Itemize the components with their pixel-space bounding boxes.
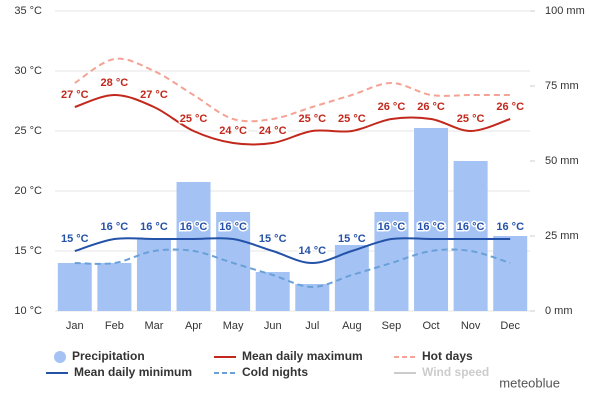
data-label: 16 °C bbox=[417, 221, 445, 233]
data-label: 15 °C bbox=[338, 233, 366, 245]
y2-tick-label: 25 mm bbox=[545, 230, 579, 242]
x-tick-label: Jun bbox=[264, 320, 282, 332]
legend-label: Precipitation bbox=[72, 349, 145, 363]
x-tick-label: Oct bbox=[422, 320, 439, 332]
y2-tick-label: 50 mm bbox=[545, 155, 579, 167]
temperature-line bbox=[74, 237, 511, 265]
legend-label: Mean daily minimum bbox=[74, 365, 192, 379]
data-label: 26 °C bbox=[378, 101, 406, 113]
data-label: 15 °C bbox=[259, 233, 287, 245]
y2-tick-label: 75 mm bbox=[545, 80, 579, 92]
precipitation-bar bbox=[57, 263, 92, 311]
x-tick-label: Feb bbox=[105, 320, 124, 332]
y-tick-label: 15 °C bbox=[14, 245, 42, 257]
data-label: 16 °C bbox=[378, 221, 406, 233]
data-label: 24 °C bbox=[219, 125, 247, 137]
legend-label: Hot days bbox=[422, 349, 473, 363]
legend-label: Mean daily maximum bbox=[242, 349, 363, 363]
data-label: 16 °C bbox=[219, 221, 247, 233]
data-label: 16 °C bbox=[496, 221, 524, 233]
data-label: 26 °C bbox=[496, 101, 524, 113]
legend-label: Cold nights bbox=[242, 365, 308, 379]
x-tick-label: Nov bbox=[461, 320, 481, 332]
legend-label: Wind speed bbox=[422, 365, 489, 379]
x-tick-label: Apr bbox=[185, 320, 202, 332]
precipitation-bar bbox=[216, 212, 251, 311]
temperature-line bbox=[74, 57, 511, 123]
precipitation-bar bbox=[493, 236, 528, 311]
data-label: 27 °C bbox=[61, 89, 89, 101]
data-label: 15 °C bbox=[61, 233, 89, 245]
x-tick-label: May bbox=[223, 320, 244, 332]
data-label: 28 °C bbox=[101, 77, 129, 89]
x-tick-label: Mar bbox=[144, 320, 163, 332]
data-label: 14 °C bbox=[298, 245, 326, 257]
x-tick-label: Jan bbox=[66, 320, 84, 332]
data-label: 16 °C bbox=[180, 221, 208, 233]
precipitation-bar bbox=[374, 212, 409, 311]
y-tick-label: 35 °C bbox=[14, 5, 42, 17]
precipitation-bar bbox=[295, 284, 330, 311]
precipitation-bar bbox=[176, 182, 211, 311]
x-tick-label: Aug bbox=[342, 320, 362, 332]
x-tick-label: Jul bbox=[305, 320, 319, 332]
temperature-line bbox=[74, 248, 511, 289]
precipitation-bar bbox=[414, 128, 449, 311]
x-tick-label: Dec bbox=[500, 320, 520, 332]
temperature-line bbox=[74, 93, 511, 146]
data-label: 25 °C bbox=[338, 113, 366, 125]
data-label: 25 °C bbox=[180, 113, 208, 125]
credit: meteoblue bbox=[499, 375, 560, 390]
precipitation-bar bbox=[97, 263, 132, 311]
y2-tick-label: 100 mm bbox=[545, 5, 585, 17]
y-tick-label: 30 °C bbox=[14, 65, 42, 77]
data-label: 24 °C bbox=[259, 125, 287, 137]
x-tick-label: Sep bbox=[382, 320, 402, 332]
y-tick-label: 20 °C bbox=[14, 185, 42, 197]
precipitation-bar bbox=[453, 161, 488, 311]
data-label: 16 °C bbox=[140, 221, 168, 233]
y-tick-label: 10 °C bbox=[14, 305, 42, 317]
data-label: 27 °C bbox=[140, 89, 168, 101]
y-tick-label: 25 °C bbox=[14, 125, 42, 137]
data-label: 16 °C bbox=[457, 221, 485, 233]
data-label: 26 °C bbox=[417, 101, 445, 113]
legend-marker bbox=[54, 351, 66, 363]
precipitation-bar bbox=[255, 272, 290, 311]
data-label: 25 °C bbox=[298, 113, 326, 125]
y2-tick-label: 0 mm bbox=[545, 305, 573, 317]
data-label: 25 °C bbox=[457, 113, 485, 125]
data-label: 16 °C bbox=[101, 221, 129, 233]
